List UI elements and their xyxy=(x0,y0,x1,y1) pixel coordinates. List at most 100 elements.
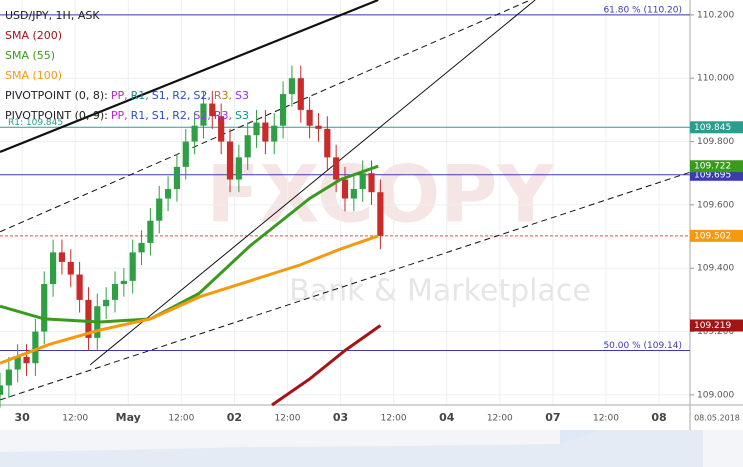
legend-title: USD/JPY, 1H, ASK xyxy=(5,9,100,22)
candle-body xyxy=(103,299,110,307)
date-label: 08.05.2018 xyxy=(694,414,740,423)
trend-line xyxy=(0,171,691,401)
candle-body xyxy=(359,173,366,190)
candle-body xyxy=(235,157,242,180)
candle-body xyxy=(271,125,278,142)
pivot-item: R1, xyxy=(130,109,149,122)
x-tick-label: May xyxy=(116,411,141,424)
level-label: R1: 109.845 xyxy=(8,118,63,128)
pivot-item: R3, xyxy=(213,89,233,102)
candle-body xyxy=(333,157,340,180)
x-tick-label: 07 xyxy=(545,411,560,424)
level-label: 50.00 % (109.14) xyxy=(603,341,682,351)
candle-body xyxy=(182,141,189,167)
candle-body xyxy=(0,385,4,395)
pivot-label: PIVOTPOINT (0, 8): xyxy=(5,89,108,102)
candle-body xyxy=(244,135,251,158)
pivot-item: S1, xyxy=(151,109,170,122)
y-tick-label: 109.400 xyxy=(697,264,734,274)
candle-body xyxy=(324,128,331,158)
price-box xyxy=(690,160,743,173)
candle-body xyxy=(129,252,136,281)
price-box-label: 109.722 xyxy=(694,162,731,172)
x-tick-label: 30 xyxy=(14,411,30,424)
candle-body xyxy=(49,252,57,285)
trend-line xyxy=(0,0,379,154)
candle-body xyxy=(120,280,127,285)
candle-body xyxy=(297,78,304,110)
candle-body xyxy=(368,173,375,193)
price-box-label: 109.219 xyxy=(694,321,731,331)
pivot-item: S3 xyxy=(235,109,249,122)
candle-body xyxy=(262,122,269,142)
pivot-item: R3, xyxy=(213,109,233,122)
price-box-label: 109.845 xyxy=(694,123,731,133)
pivot-item: R1, xyxy=(130,89,149,102)
y-tick-label: 109.200 xyxy=(697,327,734,337)
candle-body xyxy=(41,284,48,332)
x-tick-label: 12:00 xyxy=(275,414,301,424)
y-tick-label: 109.000 xyxy=(697,390,734,400)
candle-body xyxy=(218,116,225,142)
price-box xyxy=(690,121,743,134)
candle-body xyxy=(200,103,207,126)
candle-body xyxy=(341,179,349,199)
candle-body xyxy=(377,192,384,236)
candle-body xyxy=(226,141,234,180)
price-box xyxy=(690,229,743,242)
pivot-item: S2, xyxy=(193,89,211,102)
candle-body xyxy=(156,198,163,221)
x-tick-label: 03 xyxy=(333,411,348,424)
x-tick-label: 12:00 xyxy=(593,414,619,424)
candle-body xyxy=(23,356,30,364)
legend-pivot: PIVOTPOINT (0, 8): PP, R1, S1, R2, S2, R3, S3 xyxy=(5,86,252,106)
candle-body xyxy=(138,242,145,253)
sma-line xyxy=(0,164,379,324)
pivot-item: S3 xyxy=(235,89,249,102)
pivot-item: PP, xyxy=(110,109,128,122)
navigator-area xyxy=(0,430,703,467)
pivot-item: R2, xyxy=(172,89,191,102)
price-box-label: 109.695 xyxy=(694,170,731,180)
candle-body xyxy=(173,166,181,190)
pivot-item: S2, xyxy=(193,109,211,122)
trend-line xyxy=(0,0,531,233)
candle-body xyxy=(315,125,322,129)
x-tick-label: 12:00 xyxy=(487,414,513,424)
y-tick-label: 110.000 xyxy=(697,74,734,84)
candle-body xyxy=(147,220,154,243)
x-tick-label: 12:00 xyxy=(62,414,88,424)
candle-body xyxy=(76,274,83,300)
candle-body xyxy=(164,189,172,199)
candle-body xyxy=(58,252,66,262)
legend-entry: SMA (200) xyxy=(5,29,63,42)
candle-body xyxy=(111,284,119,300)
trend-line xyxy=(89,0,536,366)
candle-body xyxy=(288,78,296,95)
legend-entry: SMA (100) xyxy=(5,69,63,82)
x-tick-label: 12:00 xyxy=(168,414,194,424)
candle-body xyxy=(306,109,313,126)
candle-body xyxy=(253,122,260,136)
sma-line xyxy=(271,324,382,407)
candle-body xyxy=(32,331,39,364)
candle-body xyxy=(67,261,74,275)
watermark: Bank & Marketplace xyxy=(289,274,591,309)
pivot-item: R2, xyxy=(172,109,191,122)
y-tick-label: 109.600 xyxy=(697,200,734,210)
candle-body xyxy=(5,369,12,386)
candle-body xyxy=(14,356,21,370)
candle-body xyxy=(85,299,92,338)
level-label: 61.80 % (110.20) xyxy=(603,5,682,15)
x-tick-label: 02 xyxy=(227,411,242,424)
x-tick-label: 04 xyxy=(439,411,455,424)
legend: USD/JPY, 1H, ASK SMA (200) SMA (55) SMA (1… xyxy=(5,6,252,126)
price-box xyxy=(690,319,743,332)
candle-body xyxy=(350,189,357,199)
pivot-label: PIVOTPOINT (0, 9): xyxy=(5,109,108,122)
candle-body xyxy=(191,125,198,142)
price-box-label: 109.502 xyxy=(694,231,731,241)
sma-line xyxy=(0,234,379,365)
